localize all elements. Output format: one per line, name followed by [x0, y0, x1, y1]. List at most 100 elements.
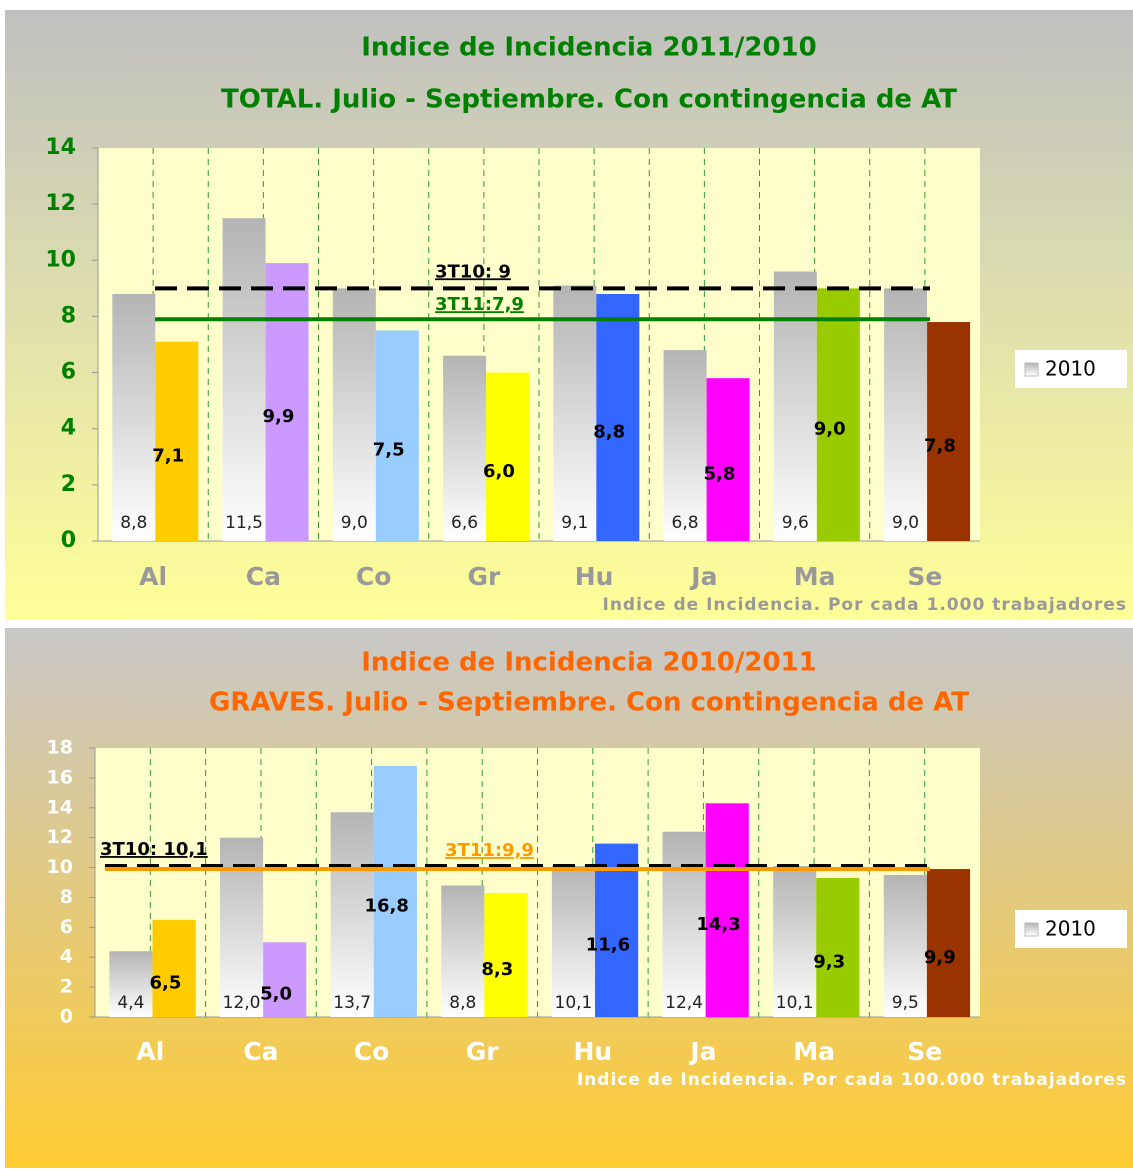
bar-2010 — [553, 285, 597, 541]
x-tick-label: Se — [907, 1037, 942, 1066]
bar-2011 — [373, 765, 417, 1017]
bar-2010 — [443, 355, 487, 541]
bar-2011 — [926, 869, 971, 1017]
value-label-2011: 11,6 — [586, 934, 630, 955]
bar-2011 — [263, 942, 307, 1017]
y-tick-label: 12 — [45, 191, 76, 216]
value-label-2010: 12,4 — [665, 993, 703, 1013]
y-tick-label: 10 — [47, 856, 73, 878]
reference-label: 3T10: 10,1 — [100, 839, 208, 860]
y-tick-label: 0 — [60, 1006, 73, 1028]
chart-subtitle: TOTAL. Julio - Septiembre. Con contingen… — [221, 85, 957, 115]
value-label-2010: 6,8 — [672, 513, 699, 533]
value-label-2011: 6,5 — [150, 972, 182, 993]
bar-2010 — [109, 951, 153, 1017]
bar-2011 — [816, 878, 860, 1017]
bar-2010 — [441, 885, 485, 1017]
x-tick-label: Ca — [243, 1037, 278, 1066]
bar-2011 — [484, 892, 528, 1017]
x-tick-label: Ca — [246, 562, 281, 591]
value-label-2010: 10,1 — [776, 993, 814, 1013]
x-tick-label: Hu — [573, 1037, 612, 1066]
bar-2010 — [330, 812, 374, 1017]
value-label-2011: 7,5 — [373, 440, 405, 461]
x-tick-label: Ja — [688, 1037, 716, 1066]
x-tick-label: Gr — [467, 562, 501, 591]
legend: 2010 — [1015, 350, 1127, 388]
bar-2010 — [773, 866, 817, 1017]
value-label-2010: 8,8 — [449, 993, 476, 1013]
reference-label: 3T11:7,9 — [435, 294, 524, 315]
value-label-2011: 14,3 — [696, 914, 740, 935]
value-label-2010: 10,1 — [555, 993, 593, 1013]
bar-2011 — [596, 293, 640, 541]
value-label-2010: 9,0 — [341, 513, 368, 533]
bar-2011 — [595, 843, 639, 1017]
y-tick-label: 4 — [61, 416, 76, 441]
y-tick-label: 4 — [60, 946, 73, 968]
bar-2010 — [332, 288, 376, 541]
bar-2010 — [112, 293, 156, 541]
value-label-2011: 9,9 — [924, 947, 956, 968]
legend-swatch — [1024, 362, 1039, 377]
bar-2010 — [551, 866, 596, 1017]
chart-graves: Indice de Incidencia 2010/2011 GRAVES. Ju… — [5, 628, 1133, 1168]
bar-2010 — [773, 271, 817, 541]
value-label-2011: 7,1 — [152, 445, 184, 466]
bar-2011 — [705, 803, 749, 1017]
bar-2010 — [663, 350, 707, 541]
value-label-2011: 16,8 — [365, 895, 409, 916]
x-tick-label: Co — [356, 562, 392, 591]
y-tick-label: 6 — [60, 916, 73, 938]
y-tick-label: 2 — [61, 472, 76, 497]
value-label-2010: 6,6 — [451, 513, 478, 533]
value-label-2011: 7,8 — [924, 436, 956, 457]
legend-label: 2010 — [1045, 357, 1096, 381]
value-label-2011: 8,8 — [593, 421, 625, 442]
x-tick-label: Ja — [689, 562, 717, 591]
bar-2010 — [662, 831, 706, 1017]
bar-2011 — [706, 378, 750, 541]
legend: 2010 — [1015, 910, 1127, 948]
value-label-2011: 9,0 — [814, 419, 846, 440]
x-tick-label: Al — [136, 1037, 164, 1066]
value-label-2010: 9,0 — [892, 513, 919, 533]
x-tick-label: Ma — [794, 562, 836, 591]
value-label-2011: 9,9 — [263, 406, 295, 427]
y-tick-label: 8 — [61, 303, 76, 328]
y-tick-label: 10 — [45, 247, 76, 272]
bar-2011 — [486, 372, 530, 541]
value-label-2010: 12,0 — [223, 993, 261, 1013]
value-label-2010: 11,5 — [225, 513, 263, 533]
value-label-2011: 5,0 — [260, 984, 292, 1005]
reference-label: 3T10: 9 — [435, 261, 511, 282]
y-tick-label: 16 — [47, 766, 73, 788]
y-tick-label: 6 — [61, 360, 76, 385]
chart-total: Indice de Incidencia 2011/2010 TOTAL. Jul… — [5, 10, 1133, 620]
value-label-2010: 4,4 — [117, 993, 144, 1013]
y-tick-label: 12 — [47, 826, 73, 848]
bar-2011 — [375, 330, 419, 541]
value-label-2010: 9,1 — [561, 513, 588, 533]
bar-2011 — [152, 919, 196, 1017]
chart-title: Indice de Incidencia 2011/2010 — [361, 33, 817, 63]
value-label-2011: 8,3 — [481, 959, 513, 980]
x-axis-label: Indice de Incidencia. Por cada 100.000 t… — [577, 1070, 1127, 1090]
x-tick-label: Hu — [575, 562, 614, 591]
value-label-2010: 8,8 — [120, 513, 147, 533]
bar-2011 — [816, 288, 860, 541]
bar-2010 — [883, 875, 927, 1017]
y-tick-label: 2 — [60, 976, 73, 998]
y-tick-label: 8 — [60, 886, 73, 908]
bar-2011 — [155, 341, 199, 541]
bar-2011 — [927, 322, 971, 541]
value-label-2011: 5,8 — [704, 464, 736, 485]
value-label-2010: 9,5 — [892, 993, 919, 1013]
y-tick-label: 14 — [47, 796, 73, 818]
y-tick-label: 14 — [45, 135, 76, 160]
value-label-2011: 6,0 — [483, 461, 515, 482]
x-tick-label: Ma — [793, 1037, 835, 1066]
value-label-2010: 13,7 — [333, 993, 371, 1013]
bar-2011 — [265, 263, 309, 541]
